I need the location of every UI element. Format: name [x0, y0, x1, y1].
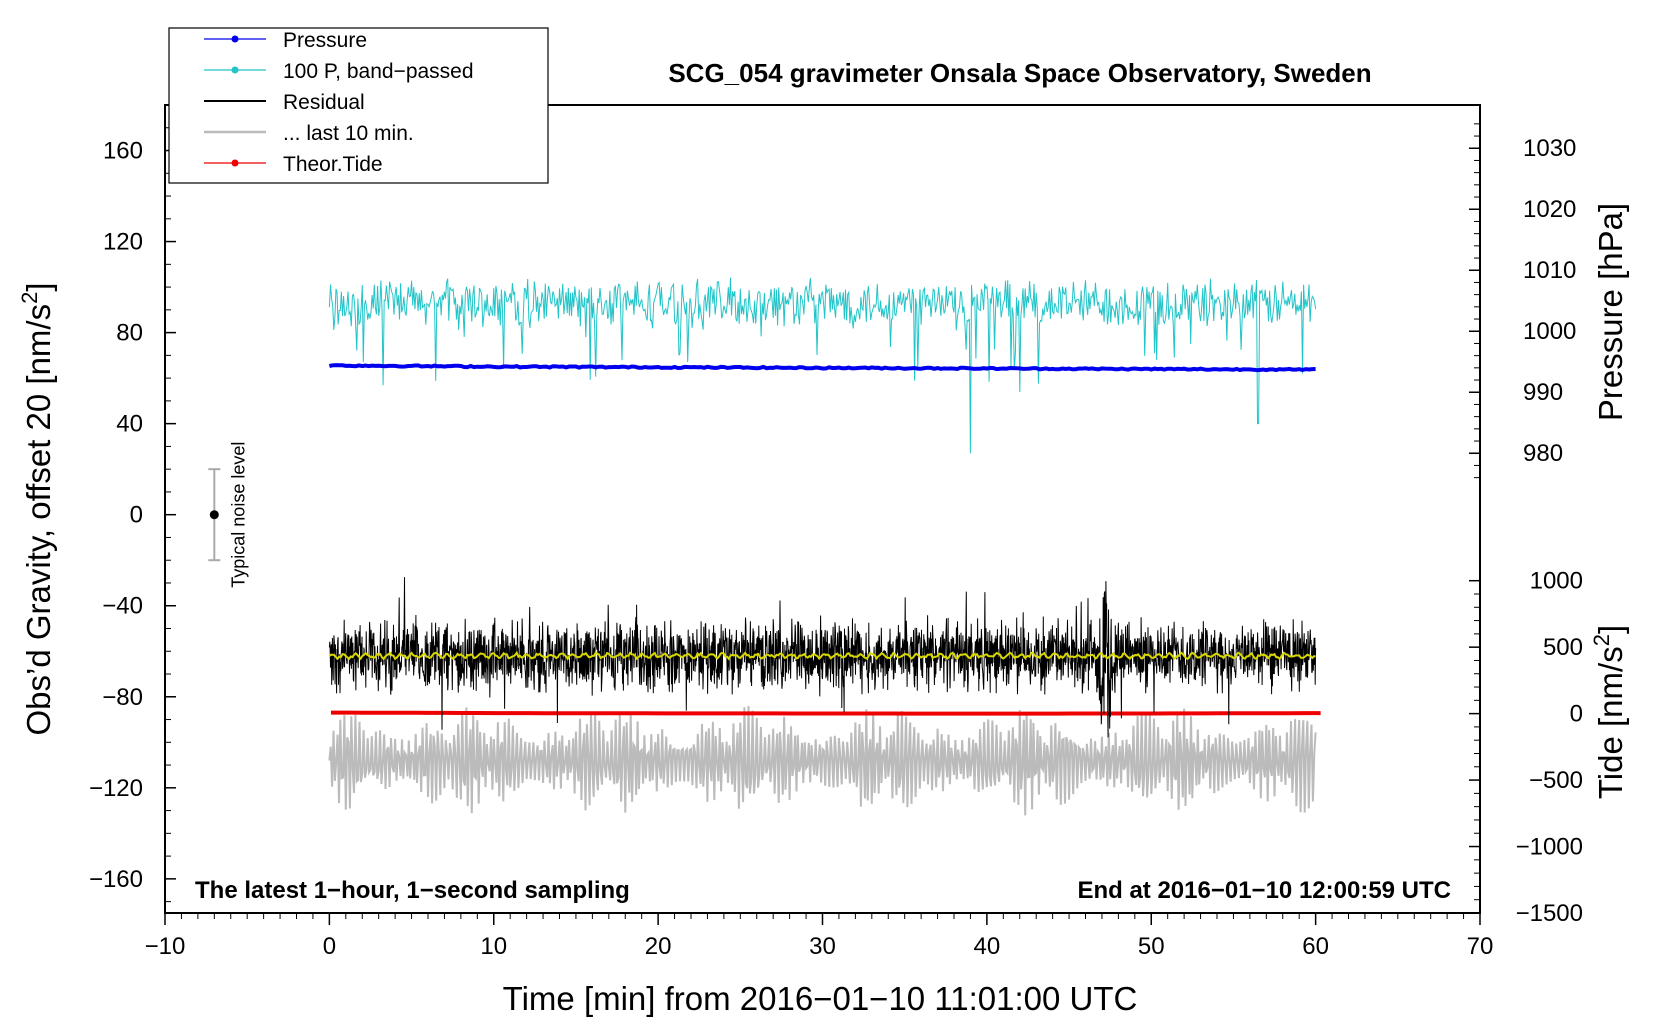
legend-box [168, 27, 549, 184]
tide-axis-title-main: Tide [nm/s [1592, 646, 1629, 799]
legend-entry-residual: Residual [204, 91, 365, 114]
legend-label-residual: Residual [283, 91, 365, 114]
series-residual [328, 577, 1317, 738]
legend-entry-pressure: Pressure [204, 29, 367, 52]
series-theor-tide [331, 710, 1321, 716]
series-band-passed [328, 277, 1317, 454]
series-smoothed-residual [328, 650, 1316, 661]
x-tick-label: 20 [645, 933, 672, 960]
y-tick-label: 160 [103, 138, 143, 165]
y-tick-label: −120 [89, 775, 143, 802]
series-last-10-min [328, 705, 1317, 816]
x-tick-label: 70 [1467, 933, 1494, 960]
pressure-tick-label: 1010 [1523, 257, 1576, 284]
pressure-tick-label: 1000 [1523, 318, 1576, 345]
tide-tick-label: −500 [1529, 767, 1583, 794]
x-tick-label: −10 [145, 933, 186, 960]
series-layer [328, 277, 1321, 816]
legend-marker-pressure [231, 35, 239, 43]
y-tick-label: −40 [102, 593, 143, 620]
tide-tick-label: −1500 [1516, 900, 1583, 927]
pressure-tick-label: 990 [1523, 379, 1563, 406]
pressure-tick-label: 980 [1523, 440, 1563, 467]
tide-axis-title-sup: 2 [1589, 634, 1614, 646]
pressure-axis-title: Pressure [hPa] [1592, 203, 1629, 421]
y-axis-title-left-sup: 2 [17, 292, 42, 304]
legend-entry-last-10-min: ... last 10 min. [204, 122, 414, 145]
right-axis-ticks: 1030 1020 1010 1000 990 980 1000 500 0 −500 −1000 −… [1469, 123, 1583, 927]
x-tick-label: 30 [809, 933, 836, 960]
pressure-tick-label: 1020 [1523, 196, 1576, 223]
series-pressure [328, 363, 1316, 373]
annotation-bottom-right: End at 2016−01−10 12:00:59 UTC [1077, 877, 1451, 904]
tide-tick-label: 0 [1570, 701, 1583, 728]
noise-level-marker: Typical noise level [208, 442, 248, 588]
x-tick-label: 60 [1302, 933, 1329, 960]
tide-axis-title: Tide [nm/s2] [1589, 625, 1629, 799]
legend-marker-band-passed [231, 66, 239, 74]
legend-label-theor-tide: Theor.Tide [283, 153, 383, 176]
legend-label-last-10-min: ... last 10 min. [283, 122, 414, 145]
tide-tick-label: 500 [1543, 634, 1583, 661]
legend-label-pressure: Pressure [283, 29, 367, 52]
annotation-bottom-left: The latest 1−hour, 1−second sampling [195, 877, 630, 904]
x-tick-label: 50 [1138, 933, 1165, 960]
legend-entry-band-passed: 100 P, band−passed [204, 60, 474, 83]
legend-marker-theor-tide [231, 159, 239, 167]
tide-tick-label: −1000 [1516, 834, 1583, 861]
y-tick-label: 0 [130, 502, 143, 529]
y-tick-label: −160 [89, 866, 143, 893]
tide-tick-label: 1000 [1530, 568, 1583, 595]
y-axis-title-left-end: ] [20, 282, 57, 291]
legend-entry-theor-tide: Theor.Tide [204, 153, 383, 176]
noise-label: Typical noise level [228, 442, 248, 588]
noise-center-point [209, 510, 219, 520]
y-tick-label: −80 [102, 684, 143, 711]
y-tick-label: 80 [116, 320, 143, 347]
x-tick-label: 0 [323, 933, 336, 960]
x-tick-label: 10 [480, 933, 507, 960]
x-axis-title: Time [min] from 2016−01−10 11:01:00 UTC [503, 980, 1138, 1017]
y-tick-label: 40 [116, 411, 143, 438]
bottom-axis-ticks: −10 0 10 20 30 40 50 60 70 [145, 913, 1494, 960]
y-tick-label: 120 [103, 229, 143, 256]
chart-title: SCG_054 gravimeter Onsala Space Observat… [668, 58, 1371, 88]
x-tick-label: 40 [974, 933, 1001, 960]
tide-axis-title-end: ] [1592, 625, 1629, 634]
plot-frame [164, 104, 1481, 914]
left-axis-ticks: 160 120 80 40 0 −40 −80 −120 −160 [89, 127, 176, 903]
y-axis-title-left: Obs’d Gravity, offset 20 [nm/s2] [17, 282, 57, 735]
legend-label-band-passed: 100 P, band−passed [283, 60, 474, 83]
y-axis-title-left-main: Obs’d Gravity, offset 20 [nm/s [20, 304, 57, 736]
pressure-tick-label: 1030 [1523, 135, 1576, 162]
legend: Pressure 100 P, band−passed Residual ...… [168, 27, 549, 184]
